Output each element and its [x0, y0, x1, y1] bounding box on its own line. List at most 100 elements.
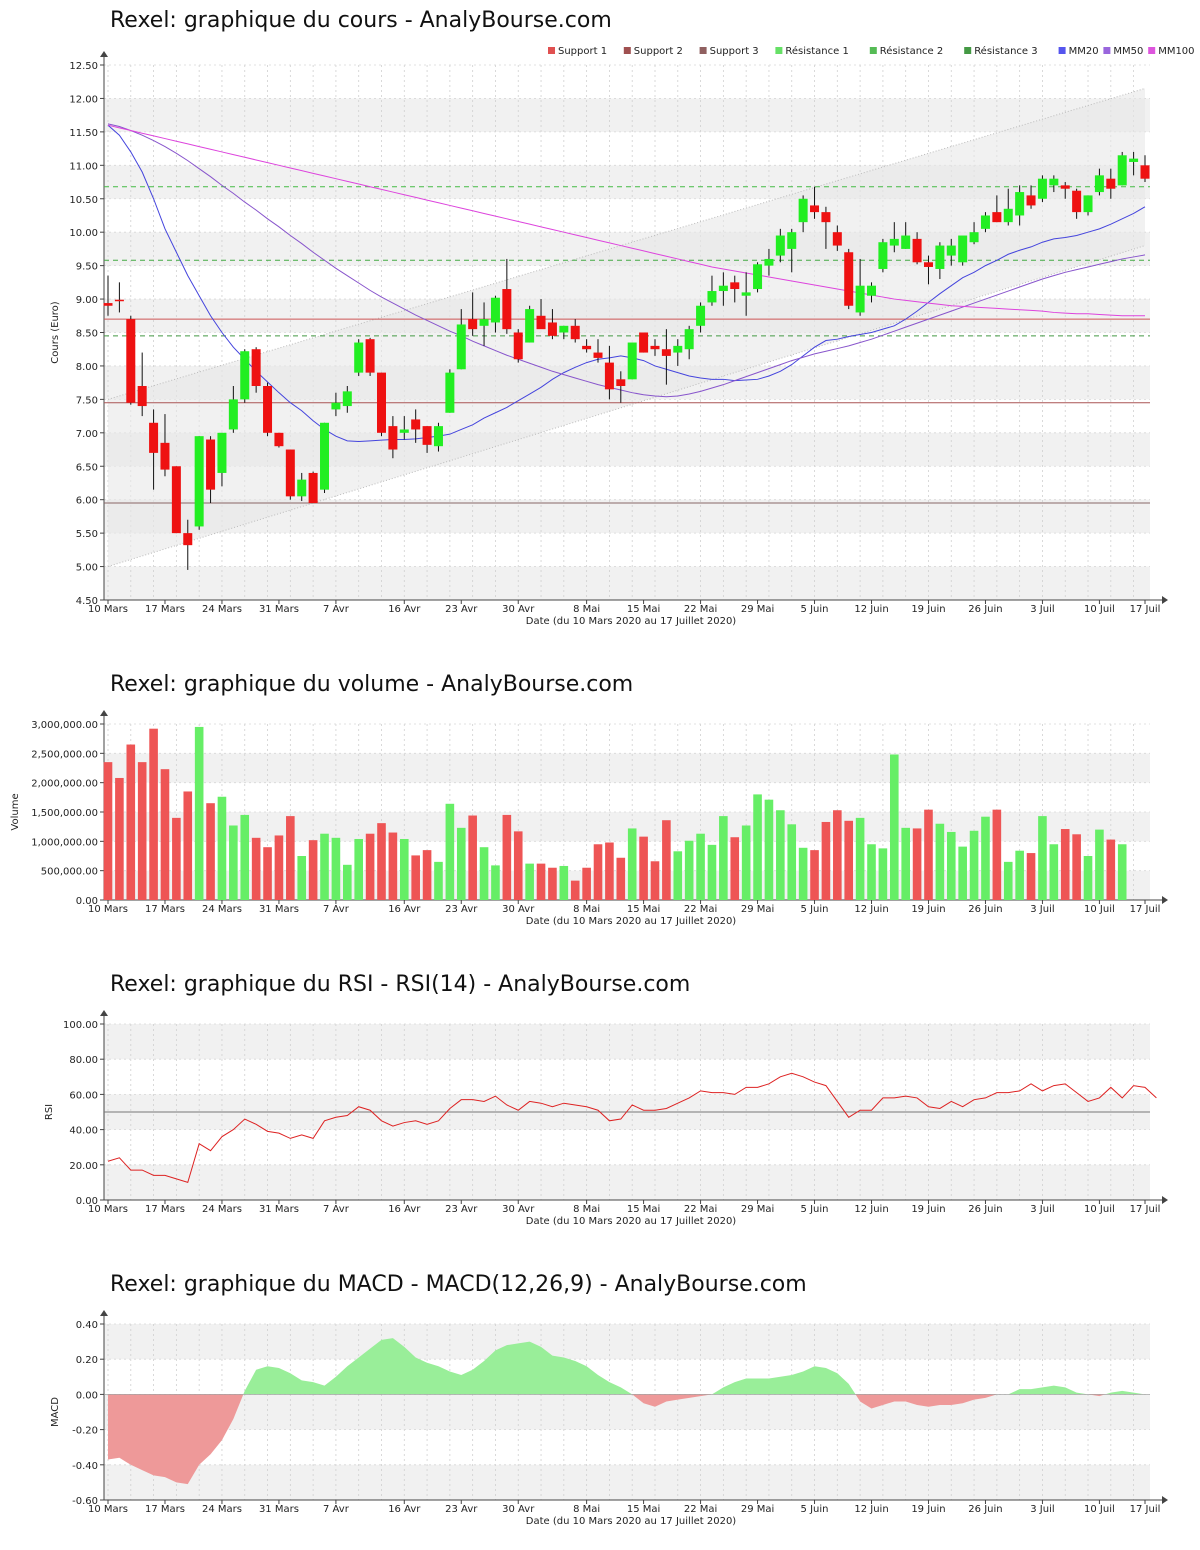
y-axis-arrow [100, 1010, 108, 1016]
y-tick-label: 8.00 [76, 362, 98, 373]
candle-body [183, 533, 193, 546]
candle-body [616, 379, 626, 386]
legend-label-0: Support 1 [558, 46, 607, 57]
x-tick-label: 5 Juin [801, 904, 829, 915]
x-tick-label: 16 Avr [388, 604, 421, 615]
candle-body [103, 303, 113, 306]
volume-bar [172, 817, 181, 900]
candle-body [320, 422, 330, 490]
volume-bar [684, 840, 694, 900]
x-tick-label: 7 Avr [323, 1504, 350, 1515]
legend-label-5: Résistance 3 [974, 45, 1037, 57]
x-tick-label: 26 Juin [968, 1204, 1002, 1215]
y-tick-label: 0.00 [76, 896, 98, 907]
x-tick-label: 16 Avr [388, 1204, 421, 1215]
candle-body [844, 252, 854, 306]
rsi-line [107, 1072, 1157, 1184]
volume-bar [593, 844, 603, 900]
legend-swatch-5 [964, 47, 972, 54]
volume-bar [1083, 856, 1093, 900]
x-tick-label: 12 Juin [854, 1504, 888, 1515]
volume-bar [787, 824, 797, 900]
x-axis-title: Date (du 10 Mars 2020 au 17 Juillet 2020… [526, 616, 737, 627]
volume-bar [115, 777, 124, 900]
candle-body [969, 232, 979, 243]
candle-body [194, 436, 204, 527]
volume-bar [1049, 844, 1059, 900]
y-tick-label: 0.20 [76, 1355, 98, 1366]
legend-label-6: MM20 [1069, 46, 1099, 57]
candle-body [935, 245, 945, 269]
volume-bar [650, 861, 660, 900]
x-tick-label: 16 Avr [388, 1504, 421, 1515]
x-tick-label: 17 Juil [1130, 904, 1161, 915]
macd-chart: -0.60 -0.40 -0.20 0.00 0.20 0.40 10 Mars 17 Mar… [50, 1310, 1168, 1527]
candle-body [206, 439, 216, 490]
volume-bar [274, 835, 284, 900]
x-tick-label: 22 Mai [684, 1504, 717, 1515]
volume-bar [958, 846, 967, 900]
price-chart: 4.50 5.00 5.50 6.00 6.50 7.00 7.50 8.00 8.50 9.00… [50, 45, 1195, 627]
x-tick-label: 29 Mai [741, 1204, 774, 1215]
y-tick-label: 7.50 [76, 395, 98, 406]
volume-bar [924, 809, 933, 900]
legend-swatch-3 [775, 47, 783, 54]
candle-body [980, 215, 990, 229]
volume-bar [627, 828, 637, 900]
rsi-chart-title: Rexel: graphique du RSI - RSI(14) - Anal… [110, 972, 691, 997]
candle-body [582, 345, 592, 350]
y-tick-label: 2,000,000.00 [31, 779, 98, 790]
x-tick-label: 8 Mai [573, 904, 600, 915]
volume-panel: Rexel: graphique du volume - AnalyBourse… [0, 650, 1200, 950]
volume-bar [821, 821, 831, 900]
volume-chart-title: Rexel: graphique du volume - AnalyBourse… [110, 672, 634, 697]
candle-body [673, 345, 683, 353]
y-tick-label: 6.00 [76, 496, 98, 507]
x-tick-label: 22 Mai [684, 904, 717, 915]
volume-bar [741, 825, 751, 900]
macd-area-negative [855, 1394, 997, 1409]
candle-body [559, 325, 569, 333]
y-axis-arrow [100, 710, 108, 716]
y-tick-label: 9.00 [76, 295, 98, 306]
x-tick-label: 3 Juil [1030, 1504, 1054, 1515]
volume-bar [229, 825, 238, 900]
x-tick-label: 8 Mai [573, 604, 600, 615]
x-tick-label: 29 Mai [741, 904, 774, 915]
macd-area-positive [996, 1385, 1089, 1395]
volume-bar [855, 817, 865, 900]
y-tick-label: -0.20 [72, 1426, 98, 1437]
x-tick-label: 30 Avr [502, 904, 535, 915]
legend-swatch-0 [548, 47, 555, 54]
macd-area-positive [243, 1338, 633, 1395]
volume-bar [377, 823, 386, 900]
volume-bar [878, 848, 888, 900]
candle-body [217, 432, 227, 473]
candle-body [1003, 208, 1013, 223]
y-axis-arrow [100, 1310, 108, 1316]
legend-swatch-2 [699, 47, 707, 54]
volume-bar [388, 832, 398, 900]
candle-body [650, 345, 660, 350]
volume-bar [662, 820, 671, 900]
volume-bar [730, 837, 740, 900]
volume-bar [217, 796, 227, 900]
x-tick-label: 5 Juin [801, 604, 829, 615]
x-tick-label: 29 Mai [741, 604, 774, 615]
y-tick-label: 11.50 [69, 128, 98, 139]
x-tick-label: 24 Mars [202, 1504, 242, 1515]
x-tick-label: 15 Mai [627, 904, 660, 915]
rsi-chart: 0.00 20.00 40.00 60.00 80.00 100.00 10 Mars 17 … [44, 1010, 1168, 1227]
x-tick-label: 10 Mars [88, 1504, 128, 1515]
y-tick-label: 9.50 [76, 262, 98, 273]
series-mm100 [107, 124, 1145, 317]
candle-body [137, 386, 147, 407]
candle-body [912, 238, 922, 263]
trend-channel-upper [107, 87, 1146, 400]
rsi-panel: Rexel: graphique du RSI - RSI(14) - Anal… [0, 950, 1200, 1250]
x-tick-label: 31 Mars [259, 1204, 299, 1215]
y-tick-label: 0.00 [76, 1196, 98, 1207]
candle-body [422, 426, 432, 445]
candle-body [274, 432, 284, 447]
grid-band [104, 98, 1150, 132]
